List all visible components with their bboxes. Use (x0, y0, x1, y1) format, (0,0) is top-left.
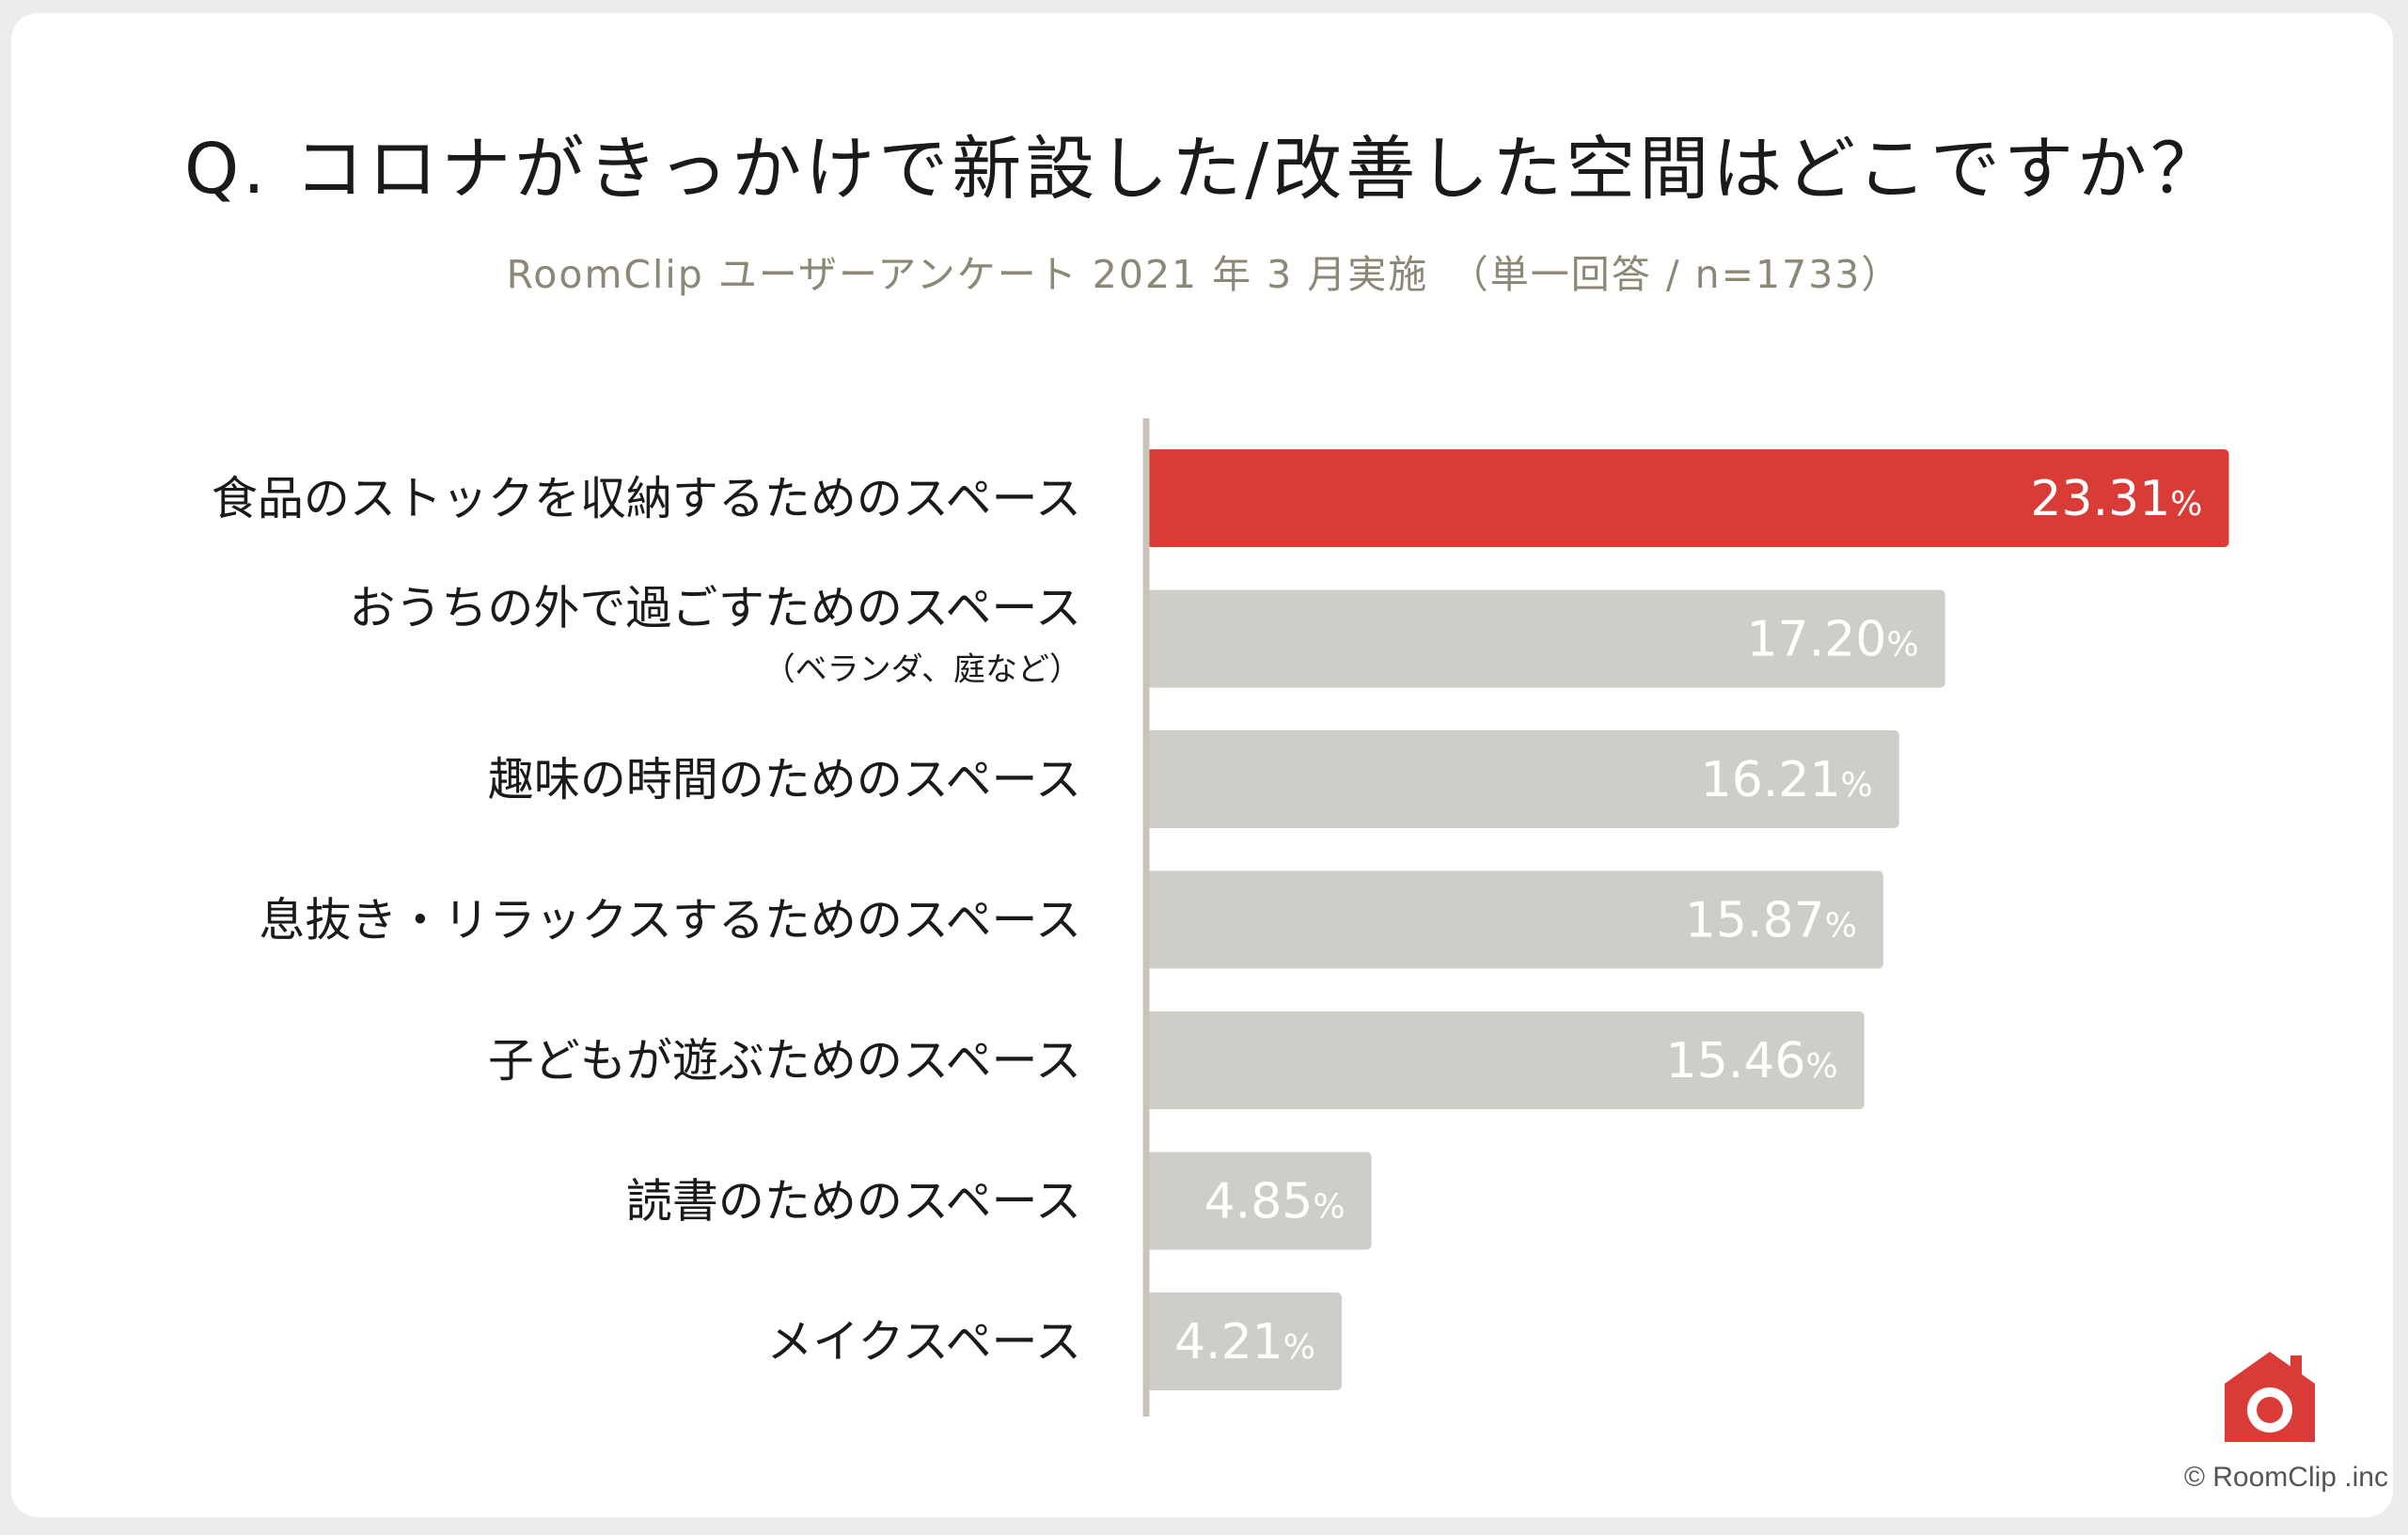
value-label-5: 4.85% (1204, 1174, 1346, 1230)
value-label-4: 15.46% (1666, 1033, 1838, 1089)
category-label-5: 読書のためのスペース (626, 1175, 1081, 1229)
category-label-3: 息抜き・リラックスするためのスペース (259, 894, 1081, 948)
category-note-1: （ベランダ、庭など） (763, 651, 1081, 689)
bar-5 (1146, 1151, 1372, 1250)
bar-4 (1146, 1011, 1865, 1109)
bar-3 (1146, 870, 1883, 969)
value-label-1: 17.20% (1747, 612, 1919, 668)
category-label-1: おうちの外で過ごすためのスペース (349, 582, 1081, 635)
bar-1 (1146, 589, 1945, 688)
value-label-0: 23.31% (2030, 471, 2202, 527)
category-label-2: 趣味の時間のためのスペース (488, 753, 1081, 807)
bar-6 (1146, 1292, 1342, 1390)
category-label-0: 食品のストックを収納するためのスペース (212, 472, 1081, 525)
value-label-2: 16.21% (1701, 752, 1873, 808)
copyright-text: © RoomClip .inc (2183, 1462, 2388, 1493)
value-label-3: 15.87% (1685, 893, 1857, 949)
chart-title: Q. コロナがきっかけで新設した/改善した空間はどこですか？ (183, 129, 2225, 210)
labels-layer: 23.31% 食品のストックを収納するためのスペース 17.20% おうちの外で過ごす… (212, 471, 2203, 1371)
category-label-6: メイクスペース (766, 1315, 1081, 1369)
category-label-4: 子どもが遊ぶためのスペース (488, 1034, 1081, 1088)
bar-0 (1146, 449, 2229, 547)
bars-layer (1146, 449, 2229, 1390)
value-label-6: 4.21% (1174, 1314, 1315, 1371)
bar-2 (1146, 730, 1899, 828)
roomclip-house-camera-icon (2225, 1352, 2315, 1442)
chart-subtitle: RoomClip ユーザーアンケート 2021 年 3 月実施 （単一回答 / … (506, 252, 1902, 297)
